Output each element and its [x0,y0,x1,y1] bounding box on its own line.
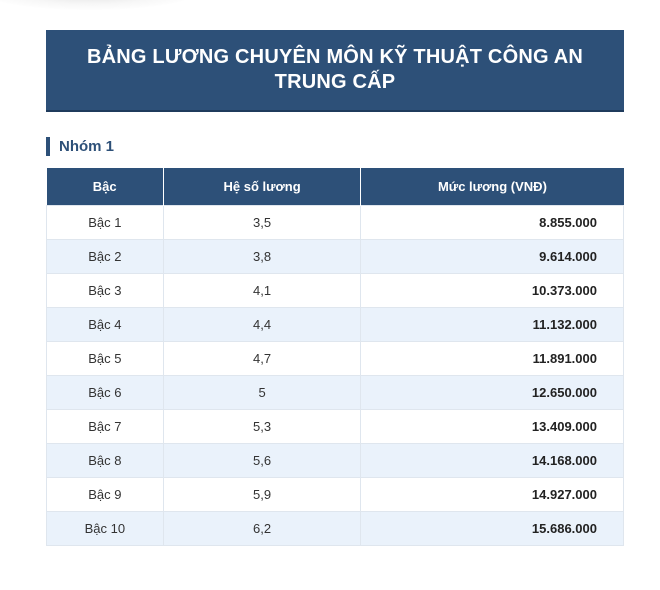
cell-salary: 13.409.000 [360,409,624,444]
cell-salary: 15.686.000 [360,511,624,546]
cell-level: Bậc 6 [46,375,164,410]
table-row: Bậc 4 4,4 11.132.000 [46,307,624,342]
table-header: Bậc Hệ số lương Mức lương (VNĐ) [46,168,624,206]
header-salary: Mức lương (VNĐ) [360,168,624,206]
table-row: Bậc 8 5,6 14.168.000 [46,443,624,478]
cell-coefficient: 3,8 [162,239,362,274]
group-label: Nhóm 1 [59,137,115,155]
table-row: Bậc 7 5,3 13.409.000 [46,409,624,444]
cell-salary: 8.855.000 [360,205,624,240]
cell-level: Bậc 10 [46,511,164,546]
cell-coefficient: 3,5 [162,205,362,240]
cell-coefficient: 4,7 [162,341,362,376]
cell-level: Bậc 7 [46,409,164,444]
table-row: Bậc 2 3,8 9.614.000 [46,239,624,274]
cell-level: Bậc 8 [46,443,164,478]
table-row: Bậc 3 4,1 10.373.000 [46,273,624,308]
title-banner: BẢNG LƯƠNG CHUYÊN MÔN KỸ THUẬT CÔNG AN T… [46,30,624,112]
table-row: Bậc 1 3,5 8.855.000 [46,205,624,240]
cell-salary: 11.891.000 [360,341,624,376]
cell-level: Bậc 9 [46,477,164,512]
cell-coefficient: 6,2 [162,511,362,546]
cell-level: Bậc 4 [46,307,164,342]
cell-coefficient: 5,6 [162,443,362,478]
shadow-artifact [0,0,200,10]
cell-level: Bậc 2 [46,239,164,274]
page-title: BẢNG LƯƠNG CHUYÊN MÔN KỸ THUẬT CÔNG AN T… [86,46,584,93]
salary-table: Bậc Hệ số lương Mức lương (VNĐ) Bậc 1 3,… [46,168,624,546]
header-coefficient: Hệ số lương [162,168,361,206]
cell-coefficient: 5 [162,375,362,410]
table-row: Bậc 10 6,2 15.686.000 [46,511,624,546]
cell-salary: 11.132.000 [360,307,624,342]
table-body: Bậc 1 3,5 8.855.000 Bậc 2 3,8 9.614.000 … [46,205,624,546]
cell-salary: 12.650.000 [360,375,624,410]
group-accent-bar [46,136,50,156]
cell-coefficient: 4,4 [162,307,362,342]
cell-coefficient: 5,9 [162,477,362,512]
table-row: Bậc 5 4,7 11.891.000 [46,341,624,376]
cell-level: Bậc 1 [46,205,164,240]
group-heading: Nhóm 1 [46,136,114,156]
table-row: Bậc 9 5,9 14.927.000 [46,477,624,512]
header-row: Bậc Hệ số lương Mức lương (VNĐ) [46,168,624,206]
cell-level: Bậc 3 [46,273,164,308]
header-level: Bậc [46,168,164,206]
cell-salary: 9.614.000 [360,239,624,274]
cell-salary: 14.168.000 [360,443,624,478]
cell-level: Bậc 5 [46,341,164,376]
cell-salary: 14.927.000 [360,477,624,512]
cell-salary: 10.373.000 [360,273,624,308]
cell-coefficient: 4,1 [162,273,362,308]
cell-coefficient: 5,3 [162,409,362,444]
table-row: Bậc 6 5 12.650.000 [46,375,624,410]
